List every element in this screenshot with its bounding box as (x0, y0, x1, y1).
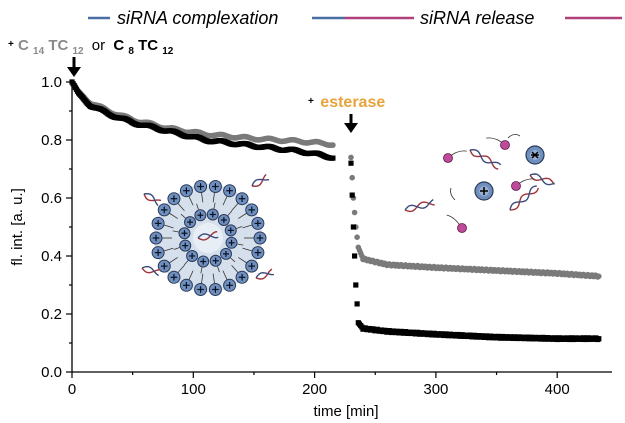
phase-header: siRNA complexation siRNA release (88, 8, 622, 28)
compound1-sub1: 14 (33, 46, 45, 57)
y-tick-label: 0.2 (41, 306, 62, 323)
y-ticks: 0.0 0.2 0.4 0.6 0.8 1.0 (41, 74, 72, 381)
y-axis-title: fl. int. [a. u.] (9, 188, 26, 266)
start-prefix: + (8, 39, 14, 50)
y-tick-label: 0.8 (41, 132, 62, 149)
released-sirna-icon (404, 134, 555, 233)
data-point-c8tc12 (330, 155, 336, 161)
esterase-arrow-icon (344, 114, 358, 133)
data-point-c14tc12 (596, 273, 602, 280)
data-point-c8tc12 (353, 282, 359, 288)
or-text: or (92, 37, 105, 54)
esterase-prefix: + (308, 96, 314, 107)
data-point-c8tc12 (349, 192, 355, 198)
y-tick-label: 0.0 (41, 364, 62, 381)
start-annotation-text: + C 14 TC 12 or C 8 TC 12 (8, 34, 174, 58)
start-arrow-icon (67, 57, 81, 77)
y-tick-label: 0.4 (41, 248, 62, 265)
data-point-c8tc12 (354, 301, 360, 307)
phase-complexation-label: siRNA complexation (117, 8, 278, 28)
lipoplex-micelle-icon (141, 173, 274, 296)
x-tick-label: 400 (545, 381, 570, 398)
data-point-c8tc12 (348, 160, 354, 166)
compound1-mid: TC (48, 37, 68, 54)
compound1-base: C (18, 37, 29, 54)
x-tick-label: 100 (181, 381, 206, 398)
series-c8tc12 (69, 79, 602, 343)
compound1-sub2: 12 (73, 46, 85, 57)
x-tick-label: 200 (302, 381, 327, 398)
data-point-c8tc12 (350, 224, 356, 230)
esterase-word: esterase (320, 94, 385, 111)
x-axis-title: time [min] (313, 403, 378, 420)
phase-release-label: siRNA release (420, 8, 534, 28)
x-tick-label: 300 (423, 381, 448, 398)
x-ticks: 0 100 200 300 400 (68, 372, 570, 398)
start-annotation: + C 14 TC 12 or C 8 TC 12 (8, 34, 174, 77)
data-point-c8tc12 (352, 253, 358, 259)
data-point-c14tc12 (330, 142, 336, 148)
esterase-annotation: + esterase (308, 91, 385, 133)
compound2-sub2: 12 (162, 46, 174, 57)
compound2-mid: TC (138, 37, 158, 54)
data-point-c14tc12 (349, 174, 356, 181)
data-point-c14tc12 (354, 234, 360, 240)
data-point-c8tc12 (596, 336, 602, 342)
esterase-label: + esterase (308, 91, 385, 111)
data-point-c14tc12 (351, 209, 358, 216)
x-tick-label: 0 (68, 381, 76, 398)
compound2-base: C (113, 37, 124, 54)
data-point-c14tc12 (348, 154, 354, 161)
compound2-sub1: 8 (128, 46, 134, 57)
y-tick-label: 0.6 (41, 190, 62, 207)
y-tick-label: 1.0 (41, 74, 62, 91)
